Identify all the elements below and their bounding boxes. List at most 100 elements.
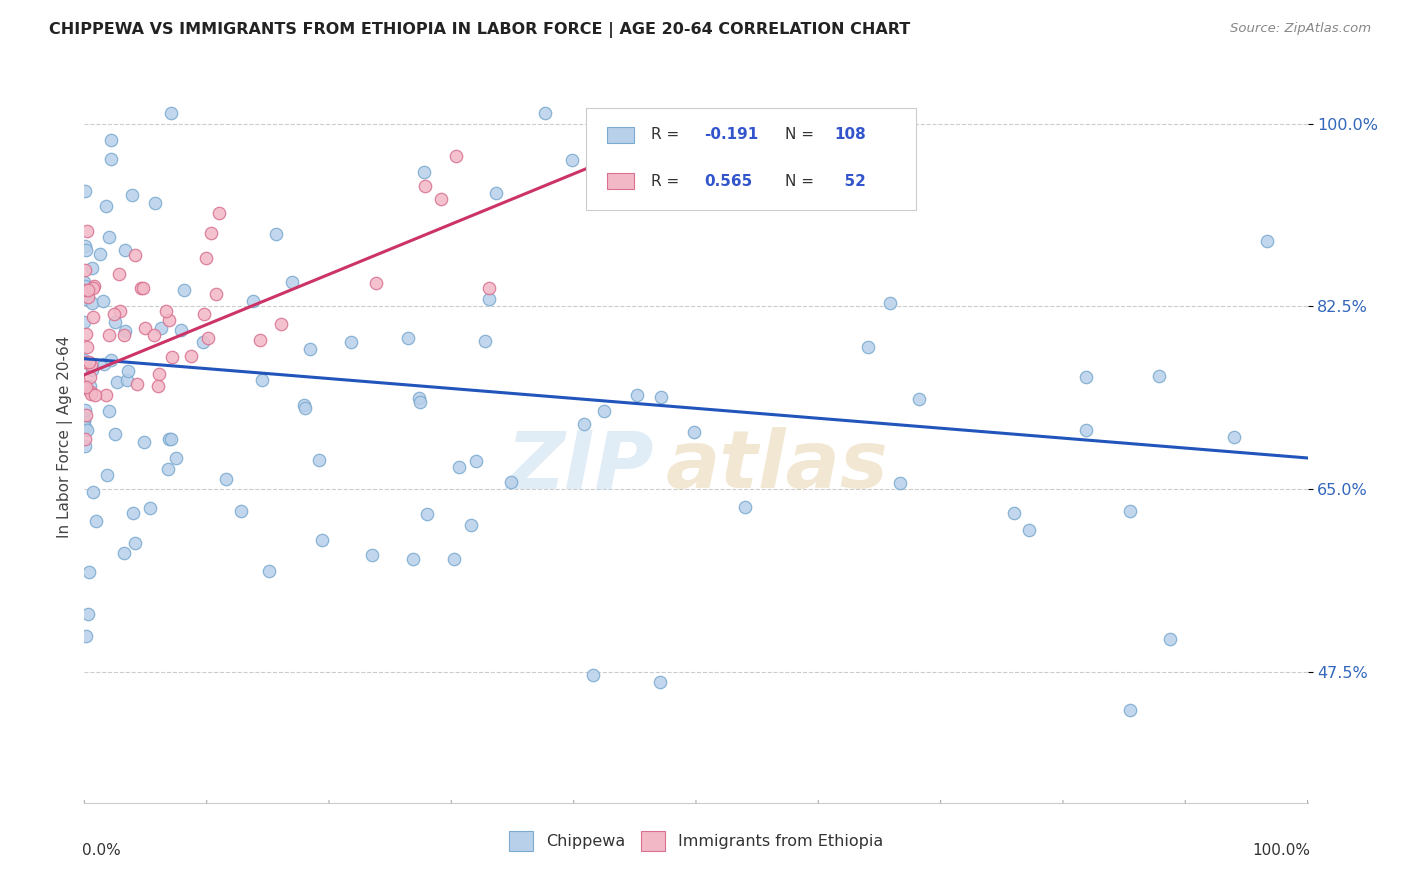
Point xyxy=(107,376,129,390)
Point xyxy=(73,239,96,253)
Point xyxy=(104,315,127,329)
Point xyxy=(460,518,482,533)
Point xyxy=(160,350,183,364)
Point xyxy=(97,230,120,244)
Point xyxy=(294,401,316,415)
Point xyxy=(129,281,152,295)
Point xyxy=(79,565,101,579)
Point xyxy=(75,629,97,643)
Point xyxy=(1074,424,1097,438)
Point xyxy=(104,426,127,441)
Text: 108: 108 xyxy=(834,128,866,143)
Point xyxy=(75,432,97,446)
Point xyxy=(734,500,756,514)
Point xyxy=(80,384,103,399)
Point xyxy=(412,165,434,179)
Point xyxy=(485,186,508,200)
Point xyxy=(91,294,114,309)
Point xyxy=(593,404,616,418)
Point xyxy=(143,327,166,342)
Point xyxy=(1223,430,1246,444)
Point xyxy=(1159,632,1181,646)
Point xyxy=(281,276,304,290)
Point xyxy=(402,551,425,566)
Point xyxy=(180,349,202,363)
Point xyxy=(574,417,596,431)
Legend: Chippewa, Immigrants from Ethiopia: Chippewa, Immigrants from Ethiopia xyxy=(502,825,890,857)
Point xyxy=(76,423,98,437)
Point xyxy=(124,248,146,262)
Point xyxy=(1256,234,1278,248)
Point xyxy=(1119,504,1142,518)
FancyBboxPatch shape xyxy=(586,108,917,211)
Point xyxy=(430,192,453,206)
Point xyxy=(292,399,315,413)
Point xyxy=(83,279,105,293)
Text: N =: N = xyxy=(786,174,820,188)
Text: 100.0%: 100.0% xyxy=(1251,843,1310,858)
Point xyxy=(112,546,135,560)
Point xyxy=(132,281,155,295)
Point xyxy=(1074,370,1097,384)
Point xyxy=(114,243,136,257)
Point xyxy=(270,317,292,331)
Point xyxy=(242,293,264,308)
Point xyxy=(117,364,139,378)
Point xyxy=(396,331,419,345)
Point xyxy=(157,313,180,327)
Point xyxy=(79,370,101,384)
Point xyxy=(856,340,879,354)
Point xyxy=(76,607,98,621)
Point xyxy=(89,246,111,260)
Point xyxy=(77,283,100,297)
Point xyxy=(100,133,122,147)
Point xyxy=(82,484,104,499)
Point xyxy=(413,178,436,193)
Point xyxy=(249,334,271,348)
Point xyxy=(127,376,149,391)
Point xyxy=(75,326,97,341)
Point xyxy=(214,472,236,486)
Point xyxy=(97,327,120,342)
Point xyxy=(159,106,181,120)
Point xyxy=(308,453,330,467)
Point xyxy=(231,504,253,518)
Point xyxy=(446,149,468,163)
Point xyxy=(96,467,118,482)
Point xyxy=(80,386,103,401)
Point xyxy=(73,185,96,199)
Point xyxy=(82,310,104,324)
Text: atlas: atlas xyxy=(665,427,889,506)
Point xyxy=(1018,523,1040,537)
Point xyxy=(77,290,100,304)
Point xyxy=(879,296,901,310)
Point xyxy=(84,388,107,402)
Point xyxy=(139,500,162,515)
Point xyxy=(409,395,432,409)
Point xyxy=(908,392,931,406)
Point xyxy=(650,674,672,689)
Point xyxy=(124,536,146,550)
Point xyxy=(80,260,103,275)
Point xyxy=(159,433,181,447)
Point xyxy=(73,279,96,293)
Point xyxy=(311,533,333,547)
Point xyxy=(76,340,98,354)
Point xyxy=(82,281,104,295)
Point xyxy=(193,307,215,321)
Point xyxy=(75,408,97,422)
Point xyxy=(134,320,156,334)
Point xyxy=(73,412,96,426)
Point xyxy=(100,152,122,166)
Point xyxy=(155,304,177,318)
Text: R =: R = xyxy=(651,174,683,188)
Point xyxy=(121,506,143,520)
Text: N =: N = xyxy=(786,128,820,143)
Point xyxy=(73,353,96,368)
Point xyxy=(266,227,288,241)
Point xyxy=(197,331,219,345)
Point xyxy=(361,548,384,562)
Point xyxy=(366,276,388,290)
Point xyxy=(474,334,496,348)
Point xyxy=(889,476,911,491)
